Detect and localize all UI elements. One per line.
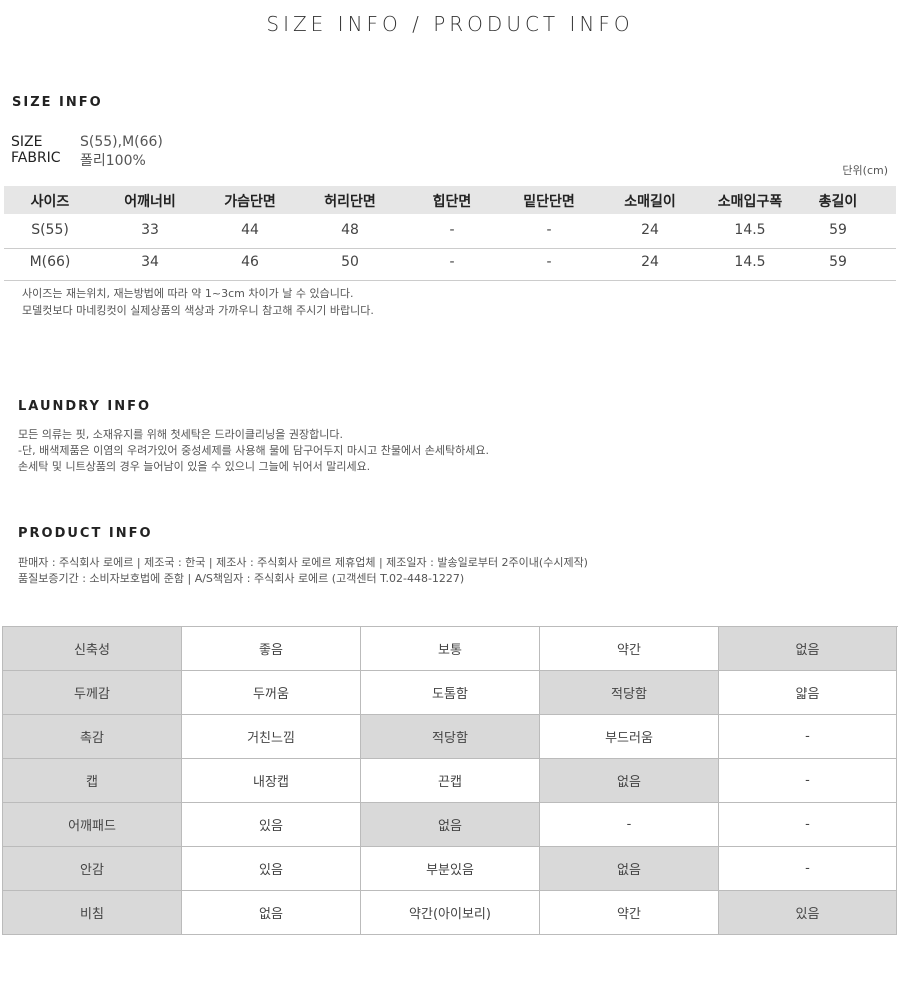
feature-cell: 약간 (540, 891, 719, 935)
page-title: SIZE INFO / PRODUCT INFO (266, 12, 634, 36)
feature-cell: 두꺼움 (182, 671, 361, 715)
table-cell: M(66) (29, 254, 71, 270)
feature-cell: 캡 (3, 759, 182, 803)
note: 손세탁 및 니트상품의 경우 늘어남이 있을 수 있으니 그늘에 뉘어서 말리세… (18, 460, 371, 473)
row-divider (4, 280, 896, 281)
feature-cell: 촉감 (3, 715, 182, 759)
feature-cell: 얇음 (719, 671, 897, 715)
table-cell: 46 (241, 254, 259, 270)
section-heading: PRODUCT INFO (18, 526, 153, 541)
value: 폴리100% (80, 153, 146, 169)
feature-cell: 있음 (182, 847, 361, 891)
feature-cell: 안감 (3, 847, 182, 891)
table-cell: - (546, 222, 552, 238)
feature-cell: 끈캡 (361, 759, 540, 803)
table-header-cell: 어깨너비 (124, 194, 176, 210)
table-header-bg (4, 186, 896, 214)
table-cell: 48 (341, 222, 359, 238)
feature-cell: 내장캡 (182, 759, 361, 803)
table-cell: 59 (829, 222, 847, 238)
section-heading: SIZE INFO (12, 95, 103, 110)
feature-cell: 없음 (182, 891, 361, 935)
feature-cell: 적당함 (540, 671, 719, 715)
table-cell: 14.5 (734, 254, 766, 270)
feature-cell: 적당함 (361, 715, 540, 759)
table-cell: 24 (641, 254, 659, 270)
table-header-cell: 사이즈 (30, 194, 70, 210)
note: 모델컷보다 마네킹컷이 실제상품의 색상과 가까우니 참고해 주시기 바랍니다. (22, 304, 374, 317)
table-cell: - (449, 254, 455, 270)
feature-cell: - (719, 715, 897, 759)
feature-cell: 좋음 (182, 627, 361, 671)
feature-cell: 없음 (719, 627, 897, 671)
table-cell: 34 (141, 254, 159, 270)
note: -단, 배색제품은 이염의 우려가있어 중성세제를 사용해 물에 담구어두지 마… (18, 444, 489, 457)
note: 모든 의류는 핏, 소재유지를 위해 첫세탁은 드라이클리닝을 권장합니다. (18, 428, 343, 441)
table-cell: 14.5 (734, 222, 766, 238)
note: 판매자 : 주식회사 로에르 | 제조국 : 한국 | 제조사 : 주식회사 로… (18, 556, 588, 569)
feature-table: 신축성 좋음 보통 약간 없음 두께감 두꺼움 도톰함 적당함 얇음 촉감 거친느낌 적당함 부드러움 - 캡… (2, 626, 898, 935)
feature-cell: 비침 (3, 891, 182, 935)
table-header-cell: 힙단면 (432, 194, 472, 210)
feature-cell: 도톰함 (361, 671, 540, 715)
table-cell: 44 (241, 222, 259, 238)
value: S(55),M(66) (80, 134, 163, 150)
label: FABRIC (11, 150, 61, 166)
feature-cell: 없음 (540, 847, 719, 891)
note: 품질보증기간 : 소비자보호법에 준함 | A/S책임자 : 주식회사 로에르 … (18, 572, 465, 585)
feature-cell: 어깨패드 (3, 803, 182, 847)
table-header-cell: 밑단단면 (523, 194, 575, 210)
feature-cell: - (719, 759, 897, 803)
feature-cell: 약간 (540, 627, 719, 671)
unit: 단위(cm) (842, 164, 888, 177)
feature-cell: 없음 (540, 759, 719, 803)
row-divider (4, 248, 896, 249)
table-cell: 50 (341, 254, 359, 270)
feature-cell: 없음 (361, 803, 540, 847)
table-header-cell: 소매입구폭 (717, 194, 783, 210)
feature-cell: - (719, 847, 897, 891)
feature-cell: 있음 (719, 891, 897, 935)
feature-cell: 거친느낌 (182, 715, 361, 759)
table-cell: 24 (641, 222, 659, 238)
table-cell: 59 (829, 254, 847, 270)
table-header-cell: 총길이 (818, 194, 858, 210)
table-header-cell: 가슴단면 (224, 194, 276, 210)
feature-cell: 부드러움 (540, 715, 719, 759)
table-cell: 33 (141, 222, 159, 238)
feature-cell: 부분있음 (361, 847, 540, 891)
feature-cell: 보통 (361, 627, 540, 671)
feature-cell: - (540, 803, 719, 847)
table-cell: - (449, 222, 455, 238)
feature-cell: 있음 (182, 803, 361, 847)
table-header-cell: 허리단면 (324, 194, 376, 210)
table-cell: S(55) (31, 222, 69, 238)
table-header-cell: 소매길이 (624, 194, 676, 210)
feature-cell: - (719, 803, 897, 847)
table-cell: - (546, 254, 552, 270)
feature-cell: 약간(아이보리) (361, 891, 540, 935)
feature-cell: 두께감 (3, 671, 182, 715)
note: 사이즈는 재는위치, 재는방법에 따라 약 1~3cm 차이가 날 수 있습니다… (22, 287, 354, 300)
section-heading: LAUNDRY INFO (18, 399, 152, 414)
label: SIZE (11, 134, 43, 150)
feature-cell: 신축성 (3, 627, 182, 671)
